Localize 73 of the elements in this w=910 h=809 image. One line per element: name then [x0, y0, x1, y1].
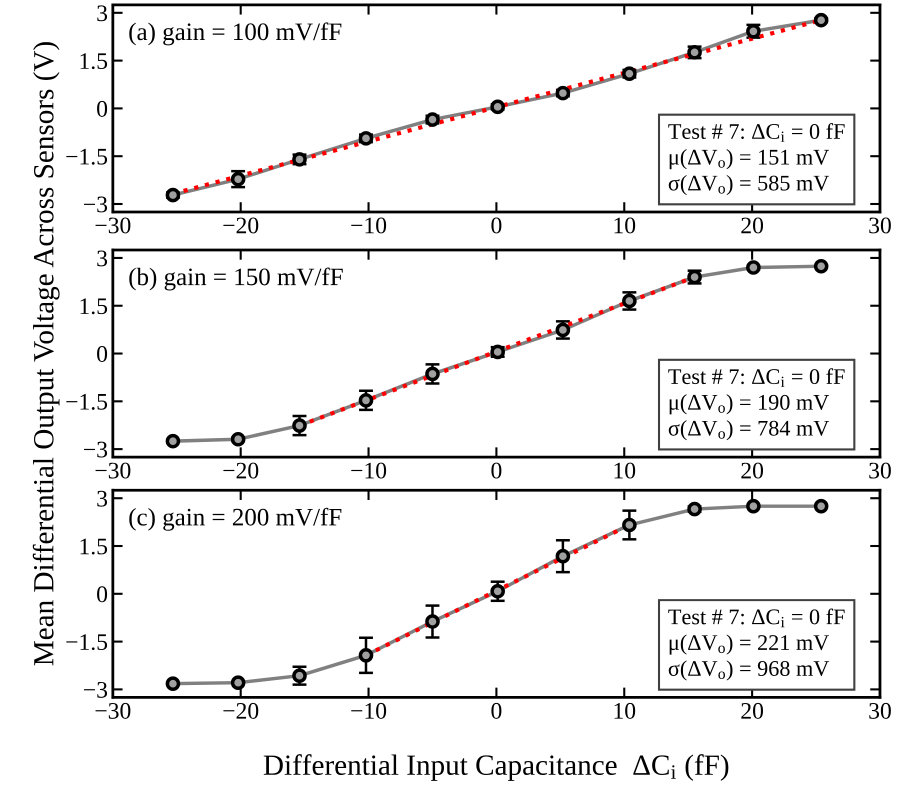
y-tick-label: 1.5	[80, 53, 108, 70]
y-axis-title: Mean Differential Output Voltage Across Sensors (V)	[32, 42, 60, 666]
y-tick-label: −3	[84, 442, 108, 458]
y-tick-label: −1.5	[66, 148, 108, 165]
x-tick-label: 10	[614, 702, 636, 719]
y-tick-label: −1.5	[66, 394, 108, 410]
annotation: σ(ΔV$_{o}$) = 585 mV	[668, 174, 830, 196]
point	[425, 366, 440, 382]
y-tick-label: 0	[97, 100, 108, 117]
point	[622, 518, 637, 532]
y-tick-label: 1.5	[80, 298, 108, 314]
x-tick-label: −20	[223, 218, 258, 234]
text: (a) gain = 100 mV/fF	[129, 22, 342, 46]
y-tick-label: 1.5	[80, 538, 108, 555]
point	[490, 100, 505, 114]
x-tick-label: 10	[614, 462, 636, 479]
x-tick-label: 0	[491, 702, 502, 719]
point	[230, 432, 246, 447]
point	[292, 418, 307, 433]
point	[166, 676, 180, 691]
point	[292, 668, 307, 683]
point	[358, 393, 374, 408]
y-tick-label: −3	[84, 196, 108, 212]
x-tick-label: −10	[351, 218, 386, 234]
point	[358, 648, 374, 663]
y-tick-label: −3	[84, 682, 108, 698]
x-tick-label: 30	[869, 462, 891, 479]
annotation: σ(ΔV$_{o}$) = 968 mV	[668, 660, 830, 680]
point	[358, 131, 374, 146]
point	[556, 548, 570, 564]
x-tick-label: 30	[869, 702, 891, 719]
x-tick-label: 30	[869, 218, 891, 234]
annotation: Test # 7: ΔC$_{i}$ = 0 fF	[668, 608, 845, 628]
y-tick-label: 3	[97, 490, 108, 507]
point	[814, 258, 828, 274]
y-tick-label: 3	[97, 5, 108, 22]
x-tick-label: −30	[96, 462, 130, 479]
x-axis-title: Differential Input Capacitance ΔC$_{i}$ (fF)	[264, 754, 728, 781]
point	[230, 675, 246, 690]
x-tick-label: −10	[351, 462, 386, 479]
point	[687, 502, 702, 516]
y-tick-label: 0	[97, 586, 108, 602]
point	[814, 498, 828, 514]
x-tick-label: 10	[614, 218, 636, 234]
x-tick-label: 0	[491, 218, 502, 234]
point	[746, 260, 761, 275]
point	[814, 12, 828, 28]
x-tick-label: −20	[223, 702, 258, 719]
x-tick-label: 20	[741, 462, 764, 479]
point	[490, 584, 505, 599]
x-tick-label: −30	[96, 218, 130, 234]
y-tick-label: 0	[97, 346, 108, 362]
annotation: μ(ΔV$_{o}$) = 190 mV	[670, 394, 830, 414]
point	[166, 188, 180, 202]
y-tick-label: −1.5	[66, 634, 108, 650]
x-tick-label: −10	[351, 702, 386, 719]
x-tick-label: −30	[96, 702, 130, 719]
point	[425, 614, 440, 629]
annotation: μ(ΔV$_{o}$) = 221 mV	[670, 634, 830, 655]
annotation: Test # 7: ΔC$_{i}$ = 0 fF	[668, 368, 845, 387]
x-tick-label: −20	[223, 462, 258, 479]
text: (c) gain = 200 mV/fF	[129, 508, 342, 531]
x-tick-label: 0	[491, 462, 502, 479]
annotation: σ(ΔV$_{o}$) = 784 mV	[668, 420, 830, 440]
point	[166, 434, 180, 448]
annotation: Test # 7: ΔC$_{i}$ = 0 fF	[668, 123, 845, 142]
point	[556, 86, 570, 100]
text: (b) gain = 150 mV/fF	[129, 267, 343, 290]
point	[746, 498, 761, 514]
annotation: μ(ΔV$_{o}$) = 151 mV	[670, 149, 830, 170]
y-tick-label: 3	[97, 250, 108, 266]
x-tick-label: 20	[741, 702, 764, 719]
x-tick-label: 20	[741, 218, 764, 234]
